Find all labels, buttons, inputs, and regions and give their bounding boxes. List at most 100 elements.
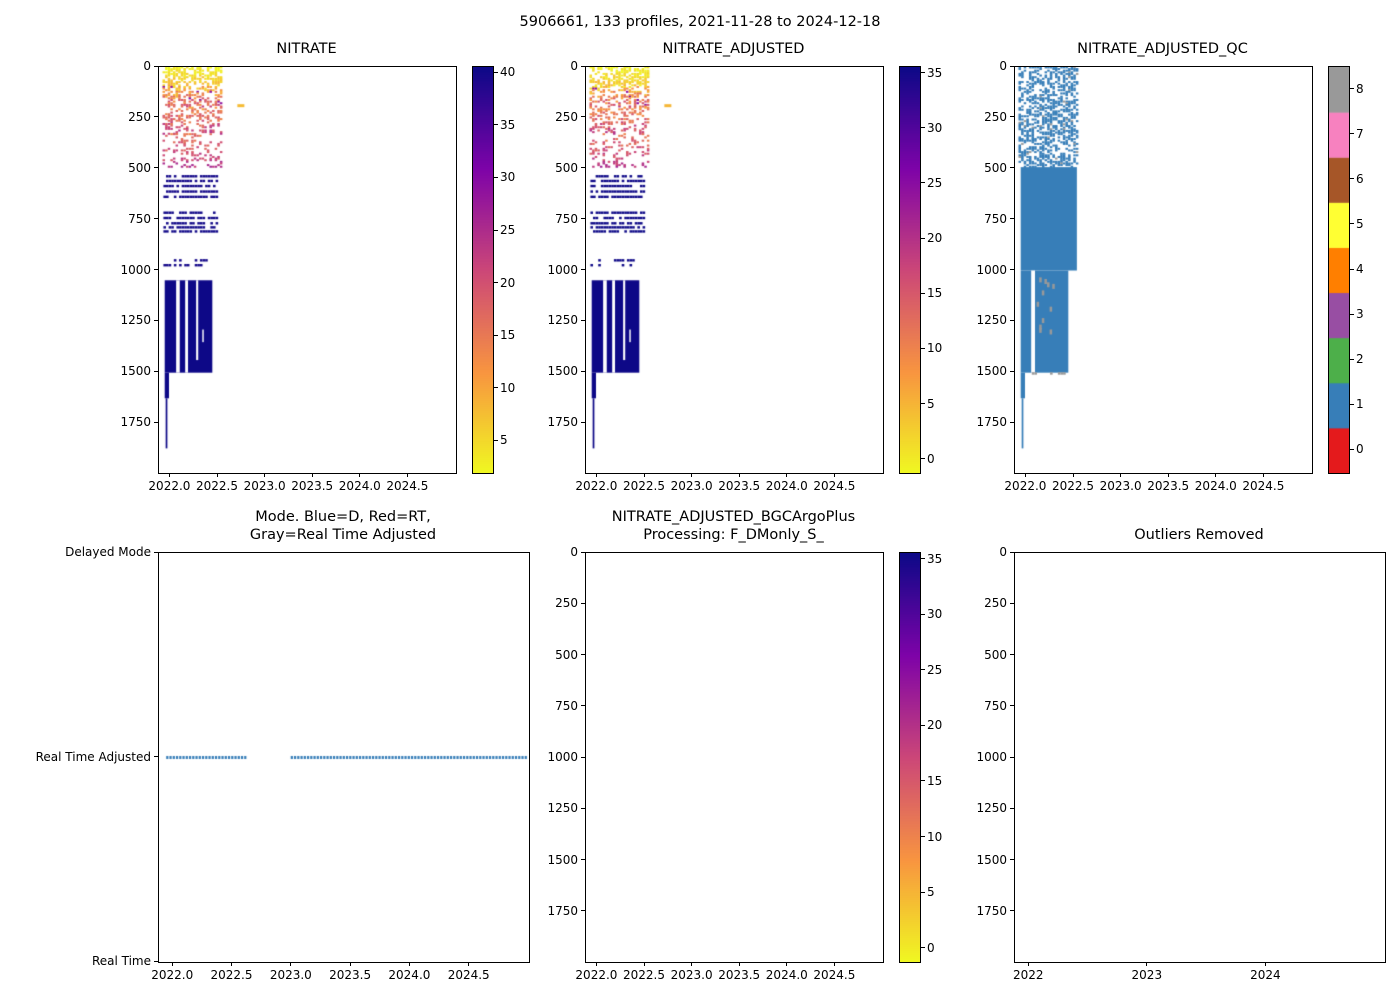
- colorbar-tick-label: 30: [927, 607, 943, 622]
- x-tick-label: 2024.0: [1194, 479, 1237, 493]
- panel-bgcargoplus-plot-canvas: [586, 553, 883, 962]
- y-tick-label: 500: [984, 647, 1007, 662]
- y-tick-mark: [581, 910, 585, 912]
- colorbar-tick-mark: [921, 836, 925, 838]
- colorbar-tick-label: 5: [927, 885, 935, 900]
- panel-nitrate-adjusted-axes: [585, 66, 884, 474]
- y-tick-mark: [581, 269, 585, 270]
- panel-nitrate-adjusted-qc-title: NITRATE_ADJUSTED_QC: [1077, 41, 1248, 57]
- panel-bgcargoplus-title: NITRATE_ADJUSTED_BGCArgoPlus Processing:…: [611, 509, 856, 543]
- y-tick-mark: [581, 218, 585, 220]
- colorbar-tick-label: 35: [500, 117, 516, 132]
- colorbar-tick-mark: [1350, 223, 1354, 225]
- panel-nitrate-adjusted-plot-canvas: [586, 67, 883, 473]
- y-tick-label: 1250: [976, 801, 1007, 816]
- y-tick-mark: [581, 319, 585, 321]
- y-tick-mark: [581, 602, 585, 604]
- x-tick-mark: [468, 962, 470, 966]
- colorbar-tick-mark: [494, 229, 498, 231]
- panel-outliers-removed-plot-canvas: [1015, 553, 1385, 962]
- y-tick-label: 1750: [976, 903, 1007, 918]
- colorbar-tick-label: 7: [1356, 126, 1364, 141]
- colorbar-tick-mark: [921, 347, 925, 349]
- y-tick-mark: [1010, 705, 1014, 707]
- x-tick-mark: [168, 473, 170, 477]
- x-tick-mark: [290, 962, 292, 966]
- x-tick-label: 2022.5: [210, 968, 253, 982]
- x-tick-label: 2024.5: [813, 479, 856, 493]
- colorbar-tick-label: 4: [1356, 262, 1364, 276]
- y-tick-mark: [581, 807, 585, 809]
- x-tick-label: 2024.5: [447, 968, 490, 982]
- colorbar-bgcargoplus-gradient: [900, 553, 920, 962]
- x-tick-label: 2023: [1131, 968, 1163, 982]
- y-tick-mark: [581, 370, 585, 372]
- y-tick-mark: [581, 859, 585, 861]
- y-tick-mark: [1010, 421, 1014, 423]
- panel-nitrate-adjusted-qc-axes: [1014, 66, 1313, 474]
- panel-bgcargoplus-axes: [585, 552, 884, 963]
- colorbar-tick-label: 5: [927, 396, 935, 411]
- x-tick-mark: [1264, 962, 1266, 966]
- x-tick-label: 2023.5: [1147, 479, 1190, 493]
- x-tick-mark: [786, 473, 788, 477]
- x-tick-label: 2024.5: [1242, 479, 1285, 493]
- x-tick-mark: [643, 962, 645, 966]
- y-tick-label: 1000: [976, 750, 1007, 764]
- colorbar-tick-mark: [494, 124, 498, 126]
- y-tick-label: 1750: [976, 415, 1007, 430]
- colorbar-tick-mark: [1350, 133, 1354, 135]
- y-tick-label: 1000: [547, 262, 578, 277]
- colorbar-tick-label: 20: [500, 275, 516, 290]
- y-tick-mark: [154, 960, 158, 962]
- y-tick-mark: [154, 65, 158, 67]
- x-tick-mark: [359, 473, 361, 477]
- x-tick-label: 2024: [1250, 968, 1281, 982]
- colorbar-tick-label: 0: [927, 451, 935, 466]
- colorbar-qc-flags-bands: [1329, 67, 1349, 473]
- colorbar-tick-mark: [921, 724, 925, 726]
- y-tick-mark: [1010, 218, 1014, 220]
- colorbar-tick-mark: [1350, 268, 1354, 270]
- panel-mode-title: Mode. Blue=D, Red=RT, Gray=Real Time Adj…: [249, 509, 437, 543]
- colorbar-tick-label: 3: [1356, 307, 1364, 322]
- y-tick-label: 1000: [547, 750, 578, 764]
- x-tick-label: 2023.0: [269, 968, 312, 982]
- x-tick-label: 2022.5: [196, 479, 239, 493]
- x-tick-mark: [216, 473, 218, 477]
- y-tick-mark: [1010, 319, 1014, 321]
- y-tick-mark: [1010, 167, 1014, 169]
- colorbar-tick-mark: [1350, 313, 1354, 315]
- x-tick-label: 2022.5: [623, 968, 666, 982]
- x-tick-mark: [406, 473, 408, 477]
- colorbar-tick-mark: [921, 292, 925, 294]
- colorbar-tick-label: 30: [500, 170, 516, 185]
- colorbar-tick-label: 0: [927, 940, 935, 955]
- x-tick-mark: [738, 473, 740, 477]
- x-tick-label: 2022.5: [623, 479, 666, 493]
- colorbar-tick-label: 8: [1356, 81, 1364, 96]
- x-tick-label: 2023.0: [670, 968, 713, 982]
- colorbar-tick-label: 25: [500, 223, 516, 238]
- y-tick-label: 1250: [976, 313, 1007, 328]
- colorbar-tick-mark: [494, 439, 498, 441]
- colorbar-tick-mark: [1350, 358, 1354, 360]
- panel-mode-axes: [158, 552, 530, 963]
- colorbar-tick-label: 15: [500, 328, 516, 343]
- colorbar-tick-mark: [921, 947, 925, 949]
- y-tick-label: 1500: [976, 364, 1007, 379]
- x-tick-mark: [1146, 962, 1148, 966]
- y-tick-mark: [581, 116, 585, 118]
- colorbar-tick-mark: [921, 127, 925, 129]
- y-tick-mark: [581, 65, 585, 67]
- x-tick-label: 2024.0: [388, 968, 431, 982]
- colorbar-tick-mark: [1350, 88, 1354, 90]
- y-tick-mark: [581, 756, 585, 758]
- panel-nitrate-adjusted-title: NITRATE_ADJUSTED: [662, 41, 805, 57]
- y-tick-label: 250: [555, 596, 578, 611]
- y-tick-label: 250: [984, 109, 1007, 124]
- x-tick-mark: [738, 962, 740, 966]
- y-tick-label: 250: [128, 109, 151, 124]
- y-tick-mark: [1010, 859, 1014, 861]
